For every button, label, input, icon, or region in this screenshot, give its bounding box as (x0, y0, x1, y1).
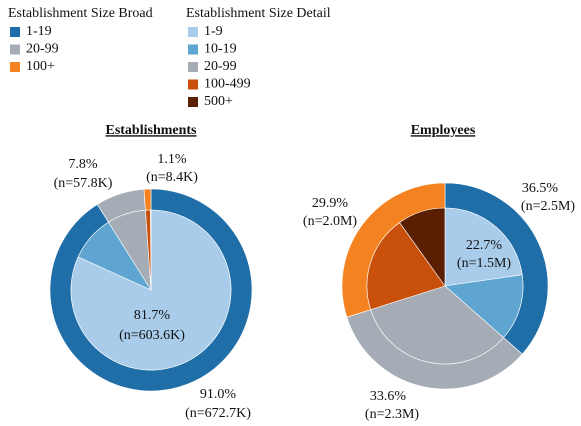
legend-label: 1-9 (204, 24, 223, 39)
pie-slice (370, 285, 504, 365)
data-label: 91.0% (200, 387, 237, 402)
data-label: (n=2.0M) (303, 214, 358, 229)
legend-swatch (188, 97, 198, 107)
legend-heading: Establishment Size Detail (186, 6, 331, 21)
legend-swatch (188, 79, 198, 90)
data-label: (n=1.5M) (457, 256, 512, 271)
legend-swatch (10, 62, 20, 72)
chart-title: Employees (411, 123, 476, 138)
pie-slice (399, 207, 446, 287)
pie-slice (150, 209, 152, 291)
data-label: (n=57.8K) (54, 176, 113, 191)
legend-label: 20-99 (26, 42, 59, 57)
legend-label: 500+ (204, 94, 233, 109)
legend-swatch (188, 44, 198, 55)
data-label: 1.1% (157, 152, 187, 167)
data-label: 29.9% (312, 196, 349, 211)
data-label: 33.6% (370, 389, 407, 404)
data-label: (n=8.4K) (146, 170, 198, 185)
legend-label: 100+ (26, 59, 55, 74)
legend-label: 1-19 (26, 24, 52, 39)
legend-label: 100-499 (204, 77, 251, 92)
data-label: (n=603.6K) (119, 328, 185, 343)
data-label: 36.5% (522, 181, 559, 196)
data-label: (n=672.7K) (185, 406, 251, 421)
chart-title: Establishments (105, 123, 197, 138)
data-label: 22.7% (466, 238, 503, 253)
ring-slice (143, 188, 152, 211)
data-label: (n=2.3M) (365, 407, 420, 422)
legend-swatch (10, 27, 20, 37)
pie-slice (366, 222, 446, 311)
legend-label: 20-99 (204, 59, 237, 74)
legend-label: 10-19 (204, 42, 237, 57)
legend-swatch (10, 44, 20, 55)
pie-slice (444, 274, 524, 339)
data-label: 81.7% (134, 308, 171, 323)
legend-swatch (188, 62, 198, 72)
pie-slice (444, 207, 523, 287)
data-label: 7.8% (68, 157, 98, 172)
legend-heading: Establishment Size Broad (8, 6, 153, 21)
legend-swatch (188, 27, 198, 37)
data-label: (n=2.5M) (521, 199, 576, 214)
